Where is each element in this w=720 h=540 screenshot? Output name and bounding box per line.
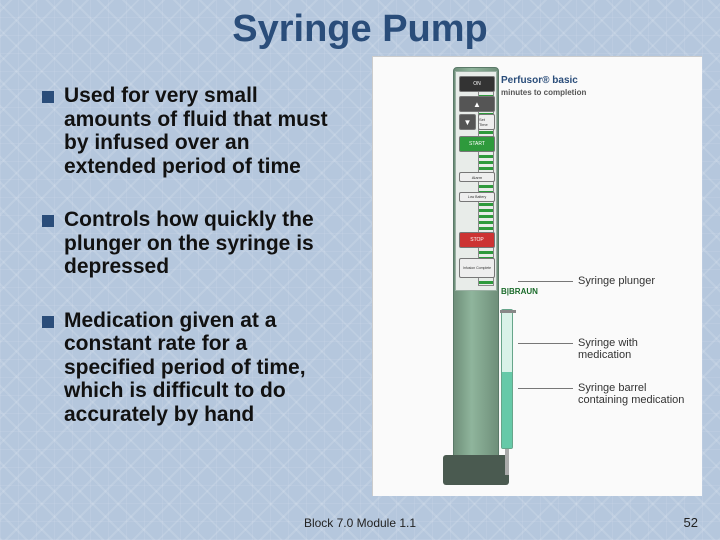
- bullet-marker-icon: [42, 91, 54, 103]
- list-item: Medication given at a constant rate for …: [42, 309, 342, 427]
- syringe-medication-fill: [502, 372, 512, 448]
- callout-syringe-barrel: Syringe barrel containing medication: [578, 382, 693, 406]
- syringe-plunger: [500, 310, 516, 313]
- infusion-complete-indicator: Infusion Complete: [459, 258, 495, 278]
- syringe-tip: [505, 449, 509, 475]
- callout-plunger: Syringe plunger: [578, 275, 693, 287]
- pump-control-panel: ON ▲ ▼ Set Time START Alarm Low Battery …: [455, 71, 497, 291]
- list-item: Used for very small amounts of fluid tha…: [42, 84, 342, 178]
- brand-subtitle: minutes to completion: [501, 88, 586, 97]
- bullet-marker-icon: [42, 215, 54, 227]
- bullet-text: Medication given at a constant rate for …: [64, 309, 342, 427]
- low-battery-indicator: Low Battery: [459, 192, 495, 202]
- brand-name: Perfusor® basic: [501, 75, 578, 86]
- bullet-list: Used for very small amounts of fluid tha…: [42, 84, 342, 456]
- start-button: START: [459, 136, 495, 152]
- alarm-indicator: Alarm: [459, 172, 495, 182]
- syringe-pump-figure: ON ▲ ▼ Set Time START Alarm Low Battery …: [372, 56, 702, 496]
- bullet-marker-icon: [42, 316, 54, 328]
- set-time-button: Set Time: [478, 114, 495, 130]
- manufacturer-label: B|BRAUN: [501, 287, 538, 296]
- on-button: ON: [459, 76, 495, 92]
- callout-syringe-medication: Syringe with medication: [578, 337, 693, 361]
- brand-label: Perfusor® basic minutes to completion: [501, 75, 586, 97]
- up-arrow-icon: ▲: [459, 96, 495, 112]
- stop-button: STOP: [459, 232, 495, 248]
- bullet-text: Used for very small amounts of fluid tha…: [64, 84, 342, 178]
- list-item: Controls how quickly the plunger on the …: [42, 208, 342, 279]
- pump-mount: [443, 455, 509, 485]
- page-title: Syringe Pump: [0, 8, 720, 51]
- syringe-barrel: [501, 309, 513, 449]
- bullet-text: Controls how quickly the plunger on the …: [64, 208, 342, 279]
- down-arrow-icon: ▼: [459, 114, 476, 130]
- footer-block-module: Block 7.0 Module 1.1: [0, 516, 720, 530]
- slide: Syringe Pump Used for very small amounts…: [0, 0, 720, 540]
- page-number: 52: [684, 515, 698, 530]
